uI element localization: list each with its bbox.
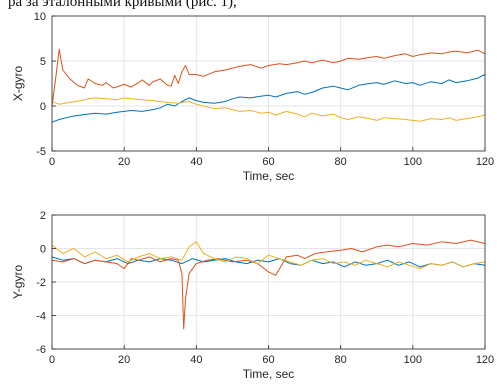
y-gyro-x-tick-label: 60 [262, 354, 274, 366]
x-gyro-x-tick-label: 20 [118, 156, 130, 168]
x-gyro-x-tick-label: 40 [190, 156, 202, 168]
x-gyro-series-blue-line [51, 74, 486, 123]
x-gyro-x-axis-label: Time, sec [243, 169, 295, 183]
x-gyro-x-tick-label: 120 [476, 156, 494, 168]
y-gyro-x-tick-label: 0 [49, 354, 55, 366]
y-gyro-x-tick-label: 100 [404, 354, 422, 366]
x-gyro-series-orange-line [51, 48, 486, 107]
y-gyro-y-tick-label: 0 [40, 244, 46, 256]
x-gyro-x-tick-label: 100 [404, 156, 422, 168]
x-gyro-series-yellow-line [51, 97, 486, 122]
header-fragment-text: ра за эталонными кривыми (рис. 1), [8, 0, 237, 10]
y-gyro-x-tick-label: 40 [190, 354, 202, 366]
y-gyro-series-yellow-line [51, 241, 486, 270]
x-gyro-x-tick-label: 60 [262, 156, 274, 168]
y-gyro-x-tick-label: 20 [118, 354, 130, 366]
y-gyro-y-tick-label: -6 [36, 344, 46, 356]
x-gyro-y-tick-label: 0 [40, 101, 46, 113]
y-gyro-y-tick-label: -2 [36, 277, 46, 289]
x-gyro-y-tick-label: 5 [40, 56, 46, 68]
x-gyro-y-tick-label: 10 [34, 11, 46, 23]
y-gyro-x-tick-label: 120 [476, 354, 494, 366]
x-gyro-y-tick-label: -5 [36, 146, 46, 158]
y-gyro-series-blue-line [51, 256, 486, 268]
x-gyro-x-tick-label: 0 [49, 156, 55, 168]
y-gyro-plot: 0 20 40 60 80 100 120 -6 -4 -2 0 2 Time, sec Y-gyro [11, 210, 494, 381]
y-gyro-y-tick-label: 2 [40, 210, 46, 222]
y-gyro-y-tick-label: -4 [36, 311, 46, 323]
y-gyro-x-tick-label: 80 [335, 354, 347, 366]
y-gyro-x-axis-label: Time, sec [243, 367, 295, 381]
x-gyro-y-axis-label: X-gyro [11, 66, 25, 102]
y-gyro-y-axis-label: Y-gyro [11, 265, 25, 300]
x-gyro-x-tick-label: 80 [335, 156, 347, 168]
y-gyro-series-orange-line [51, 239, 486, 330]
